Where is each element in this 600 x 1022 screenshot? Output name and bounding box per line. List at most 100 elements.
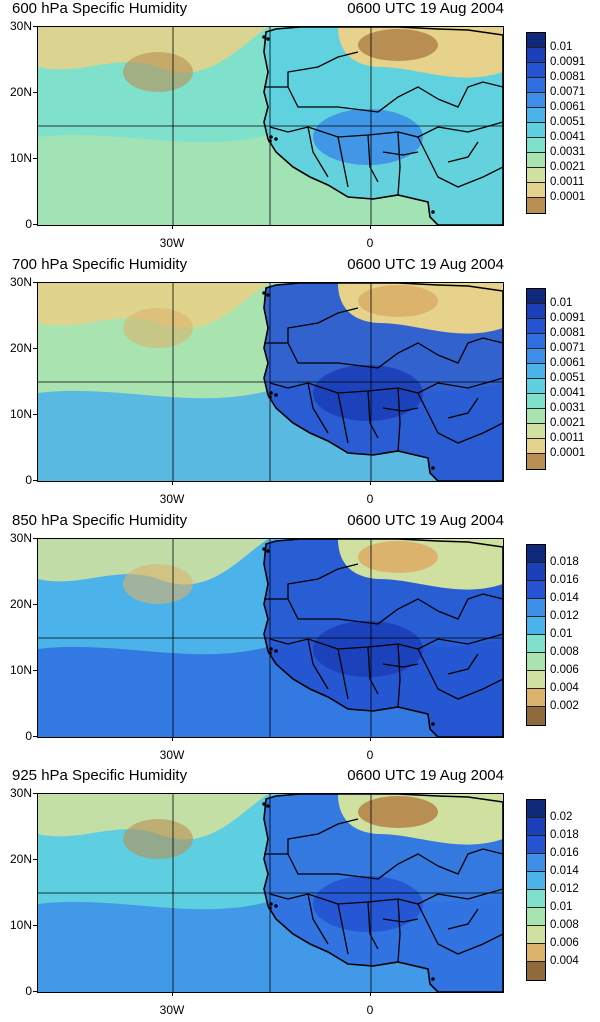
latitude-label: 0: [25, 984, 32, 998]
colorbar-swatch: [527, 304, 545, 319]
colorbar-label: 0.0051: [550, 116, 586, 128]
colorbar-label: 0.0041: [550, 131, 586, 143]
latitude-label: 0: [25, 217, 32, 231]
colorbar-swatch: [527, 439, 545, 454]
latitude-tick: [33, 480, 37, 481]
latitude-tick: [33, 414, 37, 416]
humidity-field: [38, 539, 503, 737]
panel-timestamp: 0600 UTC 19 Aug 2004: [347, 512, 504, 529]
longitude-label: 0: [366, 236, 374, 250]
latitude-label: 10N: [9, 151, 32, 166]
map-panel: 700 hPa Specific Humidity 0600 UTC 19 Aug…: [0, 256, 600, 511]
longitude-label: 30W: [159, 748, 185, 762]
colorbar-swatch: [527, 33, 545, 48]
latitude-tick: [33, 347, 37, 349]
colorbar-swatch: [527, 123, 545, 138]
colorbar-label: 0.0031: [550, 146, 586, 158]
longitude-tick: [172, 737, 173, 741]
panel-title: 600 hPa Specific Humidity: [12, 0, 188, 17]
latitude-label: 0: [25, 473, 32, 487]
colorbar-swatch: [527, 424, 545, 439]
colorbar-swatch: [527, 836, 545, 854]
longitude-label: 30W: [159, 492, 185, 506]
colorbar-swatch: [527, 364, 545, 379]
colorbar: [526, 544, 546, 726]
longitude-tick: [370, 737, 371, 741]
latitude-tick: [33, 538, 37, 539]
longitude-tick: [172, 225, 173, 229]
panel-timestamp: 0600 UTC 19 Aug 2004: [347, 767, 504, 784]
colorbar-label: 0.0071: [550, 342, 586, 354]
colorbar-swatch: [527, 689, 545, 707]
colorbar-label: 0.0001: [550, 191, 586, 203]
colorbar-swatch: [527, 872, 545, 890]
latitude-label: 30N: [9, 275, 32, 289]
colorbar-swatch: [527, 319, 545, 334]
colorbar-label: 0.0081: [550, 71, 586, 83]
longitude-tick: [370, 225, 371, 229]
latitude-tick: [33, 282, 37, 283]
latitude-label: 30N: [9, 786, 32, 800]
colorbar-label: 0.01: [550, 41, 573, 53]
colorbar-label: 0.004: [550, 682, 579, 694]
latitude-label: 10N: [9, 918, 32, 933]
colorbar-swatch: [527, 334, 545, 349]
colorbar-swatch: [527, 599, 545, 617]
colorbar-swatch: [527, 454, 545, 469]
panel-title: 700 hPa Specific Humidity: [12, 256, 188, 273]
colorbar-label: 0.006: [550, 664, 579, 676]
colorbar-swatch: [527, 93, 545, 108]
colorbar-swatch: [527, 168, 545, 183]
colorbar-swatch: [527, 890, 545, 908]
colorbar-swatch: [527, 153, 545, 168]
colorbar-swatch: [527, 854, 545, 872]
longitude-label: 0: [366, 1003, 374, 1017]
colorbar-swatch: [527, 289, 545, 304]
humidity-map: [37, 282, 504, 482]
colorbar-label: 0.012: [550, 610, 579, 622]
humidity-field: [38, 283, 503, 481]
colorbar-swatch: [527, 108, 545, 123]
colorbar-swatch: [527, 635, 545, 653]
colorbar-label: 0.0021: [550, 417, 586, 429]
latitude-label: 30N: [9, 531, 32, 545]
colorbar-label: 0.014: [550, 592, 579, 604]
latitude-tick: [33, 91, 37, 93]
colorbar-label: 0.0041: [550, 387, 586, 399]
panel-title: 925 hPa Specific Humidity: [12, 767, 188, 784]
latitude-label: 20N: [9, 84, 32, 99]
longitude-label: 0: [366, 748, 374, 762]
colorbar-label: 0.0011: [550, 176, 585, 188]
colorbar-swatch: [527, 48, 545, 63]
colorbar-swatch: [527, 617, 545, 635]
colorbar-label: 0.0031: [550, 402, 586, 414]
humidity-map: [37, 538, 504, 738]
latitude-tick: [33, 925, 37, 927]
latitude-label: 0: [25, 729, 32, 743]
longitude-label: 30W: [159, 1003, 185, 1017]
latitude-tick: [33, 858, 37, 860]
colorbar-label: 0.004: [550, 955, 579, 967]
colorbar-swatch: [527, 581, 545, 599]
colorbar-label: 0.012: [550, 883, 579, 895]
colorbar-label: 0.0091: [550, 312, 586, 324]
latitude-label: 30N: [9, 19, 32, 33]
colorbar-swatch: [527, 198, 545, 213]
humidity-field: [38, 27, 503, 225]
colorbar-swatch: [527, 394, 545, 409]
colorbar-label: 0.02: [550, 811, 573, 823]
panel-title: 850 hPa Specific Humidity: [12, 512, 188, 529]
colorbar-swatch: [527, 63, 545, 78]
latitude-tick: [33, 224, 37, 225]
colorbar: [526, 799, 546, 981]
colorbar-swatch: [527, 671, 545, 689]
colorbar-swatch: [527, 183, 545, 198]
colorbar-swatch: [527, 926, 545, 944]
colorbar-label: 0.0011: [550, 432, 585, 444]
latitude-label: 20N: [9, 596, 32, 611]
colorbar-label: 0.008: [550, 919, 579, 931]
panel-timestamp: 0600 UTC 19 Aug 2004: [347, 256, 504, 273]
colorbar-label: 0.01: [550, 628, 573, 640]
map-panel: 850 hPa Specific Humidity 0600 UTC 19 Aug…: [0, 512, 600, 767]
colorbar-label: 0.0071: [550, 86, 586, 98]
